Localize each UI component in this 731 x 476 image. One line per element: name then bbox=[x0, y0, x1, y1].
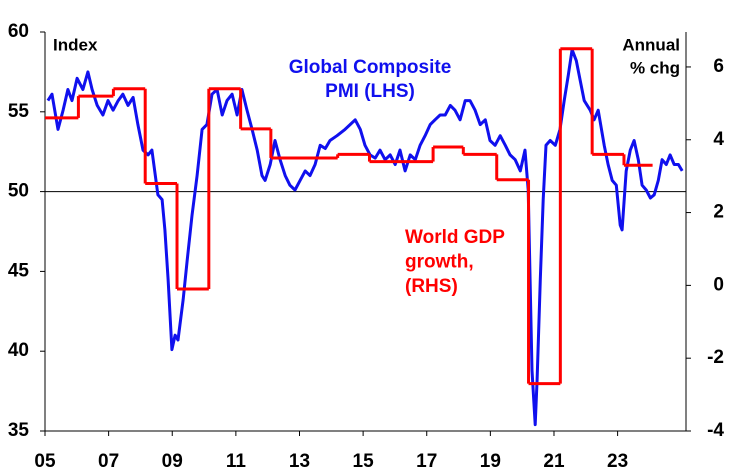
x-tick-label: 07 bbox=[98, 451, 119, 472]
series-label: World GDP bbox=[405, 227, 505, 248]
x-tick-label: 19 bbox=[480, 451, 501, 472]
x-tick-label: 21 bbox=[543, 451, 565, 472]
series-label: Global Composite bbox=[289, 57, 452, 78]
x-tick-label: 17 bbox=[416, 451, 437, 472]
y2-axis-label: Annual bbox=[622, 35, 680, 54]
y-tick-label: 40 bbox=[8, 340, 29, 361]
line-series bbox=[46, 48, 684, 427]
x-tick-label: 05 bbox=[34, 451, 56, 472]
y2-tick-label: 6 bbox=[713, 56, 724, 77]
x-tick-label: 13 bbox=[289, 451, 310, 472]
y2-tick-label: 0 bbox=[713, 274, 724, 295]
x-tick-label: 23 bbox=[607, 451, 628, 472]
y2-tick-label: -2 bbox=[707, 347, 724, 368]
series-label: (RHS) bbox=[405, 276, 458, 297]
y2-tick-label: 4 bbox=[713, 129, 724, 150]
y-tick-label: 50 bbox=[8, 181, 29, 202]
x-tick-label: 15 bbox=[353, 451, 375, 472]
y2-tick-label: -4 bbox=[707, 420, 724, 441]
y2-tick-label: 2 bbox=[713, 202, 724, 223]
x-tick-label: 11 bbox=[226, 451, 247, 472]
y-tick-label: 45 bbox=[8, 260, 30, 281]
y-axis-label: Index bbox=[53, 35, 98, 54]
y2-axis-label: % chg bbox=[630, 58, 680, 77]
y-tick-label: 35 bbox=[8, 420, 30, 441]
series-label: PMI (LHS) bbox=[325, 81, 415, 102]
x-tick-label: 09 bbox=[162, 451, 183, 472]
y-tick-label: 60 bbox=[8, 21, 29, 42]
series-label: growth, bbox=[405, 252, 474, 273]
y-tick-label: 55 bbox=[8, 101, 30, 122]
